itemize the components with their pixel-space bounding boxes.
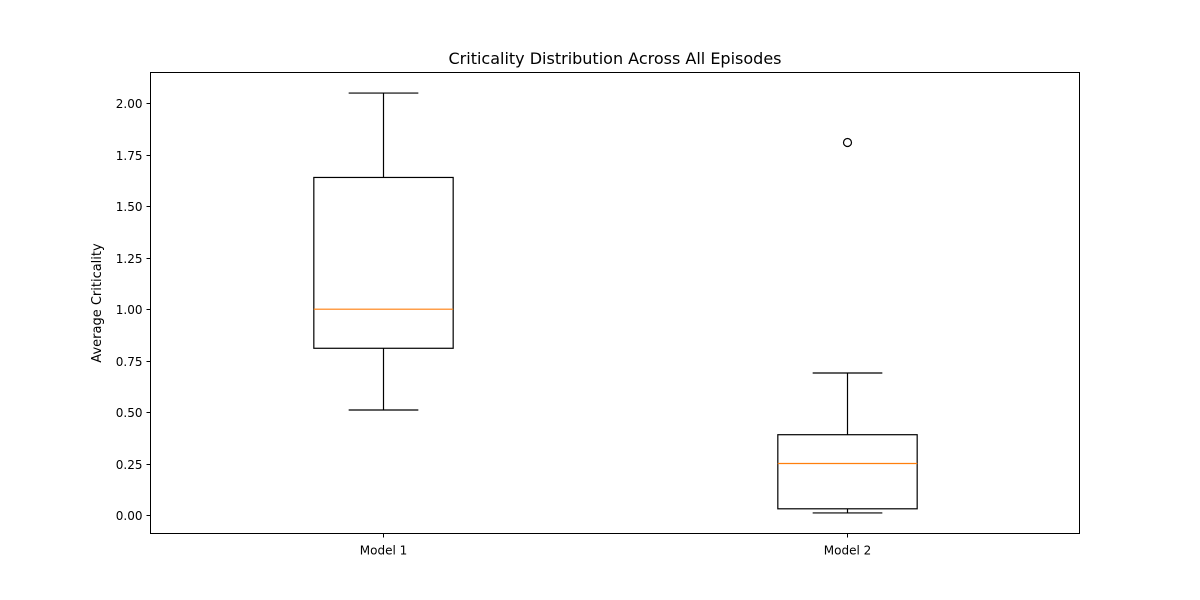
y-tick-label: 0.75 (116, 355, 143, 369)
chart-title: Criticality Distribution Across All Epis… (449, 49, 782, 68)
y-axis-ticks: 0.00 0.25 0.50 0.75 1.00 1.25 1.50 1.75 2.00 (116, 97, 151, 523)
x-tick-label: Model 1 (360, 544, 407, 558)
box-iqr (777, 434, 918, 510)
y-tick-label: 1.75 (116, 149, 143, 163)
outlier-point (842, 137, 853, 148)
y-tick-label: 0.25 (116, 458, 143, 472)
box-1 (313, 92, 454, 411)
y-tick-label: 1.50 (116, 200, 143, 214)
y-tick-label: 0.50 (116, 406, 143, 420)
y-tick-label: 2.00 (116, 97, 143, 111)
y-tick-label: 1.25 (116, 252, 143, 266)
box-iqr (313, 176, 454, 349)
y-tick-label: 0.00 (116, 509, 143, 523)
y-axis-label: Average Criticality (90, 243, 105, 363)
x-axis-ticks: Model 1 Model 2 (360, 533, 871, 558)
box-plot-series (313, 92, 918, 514)
plot-area-frame (150, 72, 1080, 534)
box-2 (777, 137, 918, 514)
y-tick-label: 1.00 (116, 303, 143, 317)
x-tick-label: Model 2 (824, 544, 871, 558)
